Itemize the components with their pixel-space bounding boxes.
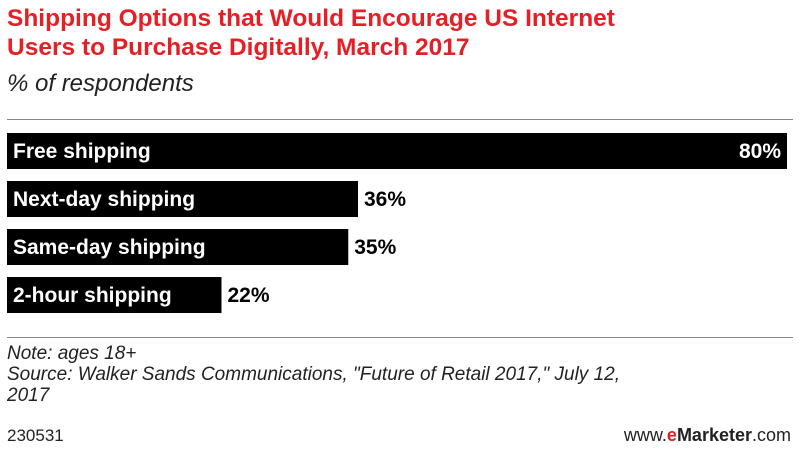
chart-id: 230531 [7,426,64,445]
note-text: Note: ages 18+ [7,343,137,364]
chart-subtitle: % of respondents [7,70,194,97]
source-text-line-2: 2017 [7,385,50,406]
source-text-line-1: Source: Walker Sands Communications, "Fu… [7,364,620,385]
top-divider [7,119,793,120]
chart-title: Shipping Options that Would Encourage US… [7,4,793,62]
category-label-3: 2-hour shipping [13,284,172,307]
bar-0 [7,133,787,169]
category-label-2: Same-day shipping [13,236,206,259]
brand-prefix: www. [623,425,667,445]
category-label-0: Free shipping [13,140,151,163]
brand-e: e [666,425,677,445]
bar-2 [7,229,349,265]
chart-title-line-2: Users to Purchase Digitally, March 2017 [7,34,470,61]
bar-chart: Free shipping 80% Next-day shipping 36% Same… [7,133,787,313]
value-label-3: 22% [228,284,270,307]
bar-3 [7,277,222,313]
value-label-0: 80% [739,140,781,163]
chart-title-line-1: Shipping Options that Would Encourage US… [7,5,615,32]
brand-name: Marketer [676,425,752,445]
emarketer-logo[interactable]: www.eMarketer.com [624,425,791,446]
chart-notes: Note: ages 18+ Source: Walker Sands Comm… [7,343,793,406]
brand-suffix: .com [751,425,791,445]
bar-1 [7,181,358,217]
bottom-divider [7,337,793,338]
value-label-1: 36% [364,188,406,211]
value-label-2: 35% [354,236,396,259]
category-label-1: Next-day shipping [13,188,195,211]
